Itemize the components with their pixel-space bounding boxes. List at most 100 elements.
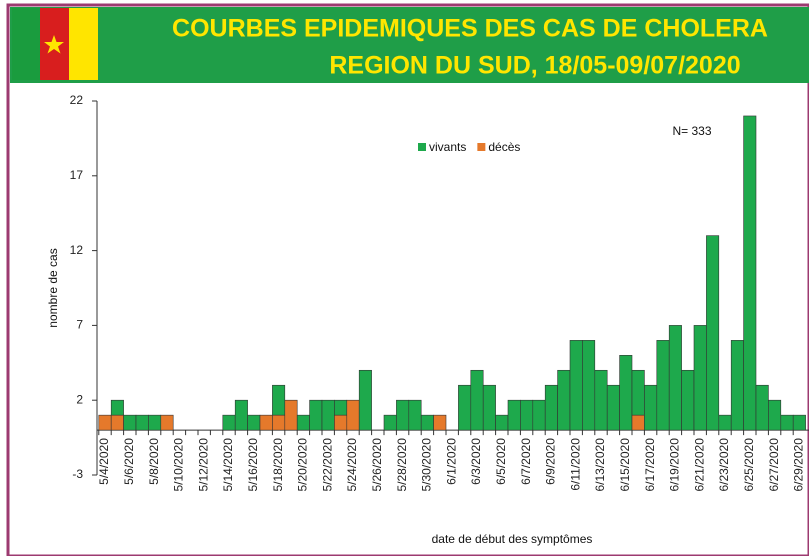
bar-segment — [420, 414, 434, 431]
x-tick-label: 6/13/2020 — [593, 438, 607, 492]
x-tick-label: 5/20/2020 — [296, 438, 310, 492]
x-tick-label: 5/28/2020 — [395, 438, 409, 492]
legend-label: décès — [488, 140, 520, 154]
bar-segment — [693, 325, 707, 431]
bar-segment — [668, 325, 682, 431]
bar-segment — [396, 399, 410, 431]
bar-segment — [358, 369, 372, 431]
bar-segment — [619, 355, 633, 431]
bar-segment — [346, 399, 360, 431]
y-tick-label: 7 — [76, 318, 83, 332]
bar-segment — [408, 399, 422, 431]
x-tick-label: 5/24/2020 — [345, 438, 359, 492]
bar-segment — [334, 399, 348, 416]
x-tick-label: 6/23/2020 — [717, 438, 731, 492]
bar-segment — [482, 384, 496, 431]
x-tick-label: 5/10/2020 — [172, 438, 186, 492]
bar-segment — [458, 384, 472, 431]
bar-segment — [247, 414, 261, 431]
x-tick-label: 5/14/2020 — [221, 438, 235, 492]
bar-segment — [234, 399, 248, 431]
x-tick-label: 6/3/2020 — [469, 438, 483, 485]
x-tick-label: 5/26/2020 — [370, 438, 384, 492]
bar-segment — [594, 369, 608, 431]
chart-subtitle: REGION DU SUD, 18/05-09/07/2020 — [329, 52, 740, 80]
bar-segment — [470, 369, 484, 431]
y-tick-label: 22 — [70, 93, 84, 107]
x-tick-label: 5/22/2020 — [320, 438, 334, 492]
bar-segment — [160, 414, 174, 431]
bar-segment — [259, 414, 273, 431]
x-tick-label: 6/21/2020 — [692, 438, 706, 492]
bar-segment — [495, 414, 509, 431]
flag — [12, 8, 98, 80]
bar-segment — [706, 235, 720, 431]
flag-green — [12, 8, 40, 80]
x-tick-label: 5/30/2020 — [420, 438, 434, 492]
bar-segment — [272, 384, 286, 416]
x-tick-label: 6/5/2020 — [494, 438, 508, 485]
bar-segment — [222, 414, 236, 431]
bar-segment — [520, 399, 534, 431]
legend-label: vivants — [429, 140, 466, 154]
bar-segment — [792, 414, 806, 431]
bar-segment — [569, 340, 583, 431]
legend-swatch — [477, 143, 486, 151]
bar-segment — [507, 399, 521, 431]
x-tick-label: 5/16/2020 — [246, 438, 260, 492]
x-tick-label: 6/19/2020 — [668, 438, 682, 492]
bar-segment — [334, 414, 348, 431]
bar-segment — [296, 414, 310, 431]
bar-segment — [148, 414, 162, 431]
y-tick-label: 17 — [70, 168, 84, 182]
x-tick-label: 5/6/2020 — [122, 438, 136, 485]
x-tick-label: 6/1/2020 — [444, 438, 458, 485]
x-tick-label: 5/12/2020 — [196, 438, 210, 492]
bar-segment — [644, 384, 658, 431]
bar-segment — [730, 340, 744, 431]
bar-segment — [284, 399, 298, 431]
bar-segment — [681, 369, 695, 431]
flag-yellow — [69, 8, 98, 80]
bar-segment — [631, 369, 645, 416]
bar-segment — [321, 399, 335, 431]
bar-segment — [582, 340, 596, 431]
bar-segment — [780, 414, 794, 431]
x-tick-label: 5/4/2020 — [97, 438, 111, 485]
legend-swatch — [418, 143, 426, 151]
x-tick-label: 5/8/2020 — [147, 438, 161, 485]
bar-segment — [544, 384, 558, 431]
bar-segment — [309, 399, 323, 431]
y-tick-label: 12 — [70, 243, 84, 257]
bar-segment — [557, 369, 571, 431]
bar-segment — [98, 414, 112, 431]
bar-segment — [383, 414, 397, 431]
x-tick-label: 6/15/2020 — [618, 438, 632, 492]
x-tick-label: 6/27/2020 — [767, 438, 781, 492]
bar-segment — [272, 414, 286, 431]
y-tick-label: -3 — [72, 467, 83, 481]
bar-segment — [656, 340, 670, 431]
bar-segment — [755, 384, 769, 431]
x-tick-label: 6/11/2020 — [568, 438, 582, 491]
bar-segment — [631, 414, 645, 431]
x-tick-label: 5/18/2020 — [271, 438, 285, 492]
x-tick-label: 6/7/2020 — [519, 438, 533, 485]
x-tick-label: 6/17/2020 — [643, 438, 657, 492]
x-tick-label: 6/25/2020 — [742, 438, 756, 492]
chart-title: COURBES EPIDEMIQUES DES CAS DE CHOLERA — [172, 15, 768, 43]
bar-segment — [532, 399, 546, 431]
annotation: N= 333 — [672, 124, 711, 138]
bar-segment — [110, 414, 124, 431]
y-axis-label: nombre de cas — [46, 248, 60, 327]
x-tick-label: 6/29/2020 — [792, 438, 806, 492]
bar-segment — [135, 414, 149, 431]
bar-segment — [768, 399, 782, 431]
bar-segment — [718, 414, 732, 431]
x-axis-label: date de début des symptômes — [432, 532, 593, 546]
flag-star — [44, 35, 64, 54]
bar-segment — [123, 414, 137, 431]
